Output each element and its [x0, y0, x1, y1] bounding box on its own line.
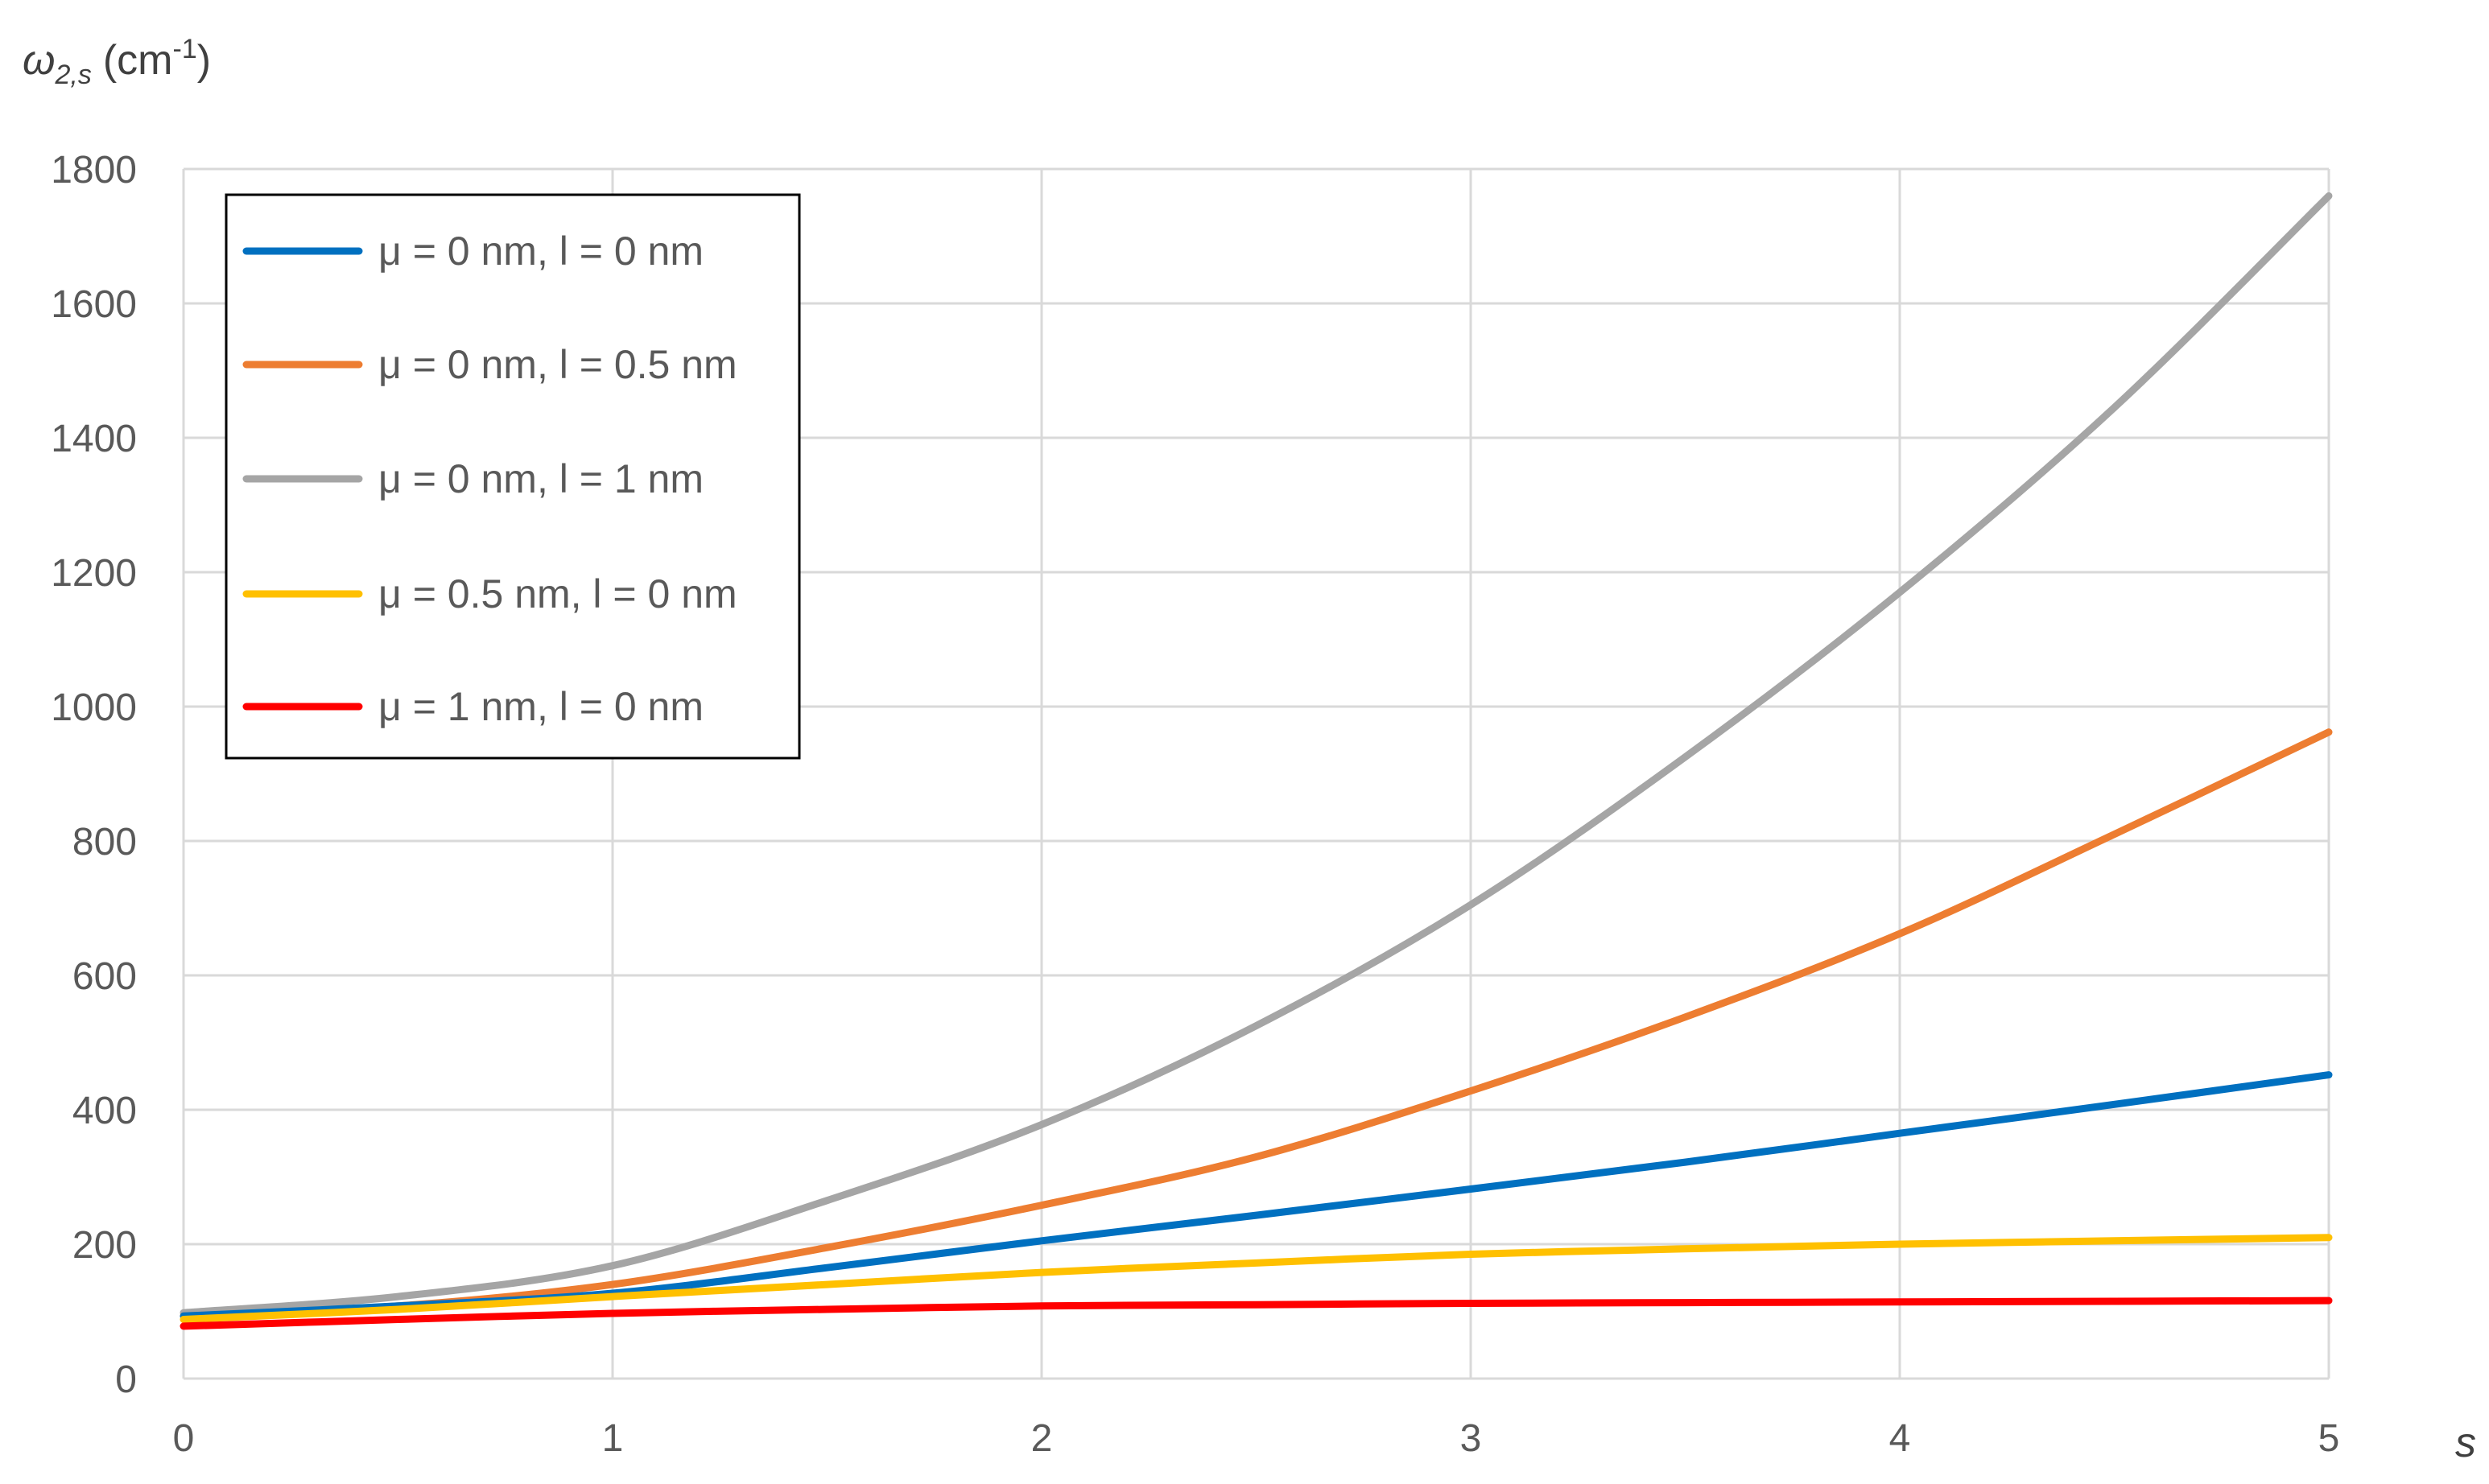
y-axis-subscript: 2,s [55, 60, 92, 90]
series-line-2 [180, 728, 2333, 1320]
y-axis-unit-suffix: ) [197, 37, 211, 84]
y-axis-title: ω2,s (cm-1) [23, 34, 211, 90]
y-axis-symbol: ω [23, 37, 56, 84]
y-tick-label: 1000 [51, 686, 137, 729]
x-tick-label: 1 [602, 1417, 624, 1460]
y-tick-label: 400 [72, 1090, 137, 1132]
legend-label: μ = 1 nm, l = 0 nm [378, 684, 704, 729]
y-tick-label: 600 [72, 955, 137, 998]
y-tick-label: 200 [72, 1224, 137, 1267]
y-tick-label: 1400 [51, 418, 137, 460]
x-tick-label: 2 [1031, 1417, 1053, 1460]
x-tick-label: 5 [2318, 1417, 2340, 1460]
legend-label: μ = 0 nm, l = 0.5 nm [378, 342, 737, 387]
y-tick-label: 0 [115, 1358, 137, 1401]
legend: μ = 0 nm, l = 0 nm μ = 0 nm, l = 0.5 nm μ … [225, 193, 801, 760]
y-tick-label: 1800 [51, 149, 137, 192]
y-tick-label: 800 [72, 821, 137, 864]
x-tick-label: 0 [173, 1417, 195, 1460]
y-axis-unit-exponent: -1 [173, 34, 197, 64]
series-lines [180, 192, 2333, 1330]
legend-label: μ = 0 nm, l = 0 nm [378, 229, 704, 274]
legend-items: μ = 0 nm, l = 0 nm μ = 0 nm, l = 0.5 nm μ … [242, 229, 737, 729]
y-tick-label: 1200 [51, 552, 137, 595]
series-line-1 [180, 1071, 2333, 1320]
series-line-5 [180, 1296, 2333, 1330]
series-line-4 [180, 1234, 2333, 1323]
x-tick-label: 4 [1889, 1417, 1911, 1460]
x-axis-title: s [2455, 1420, 2476, 1466]
tick-labels: 0 200 400 600 800 1000 1200 1400 1600 1800 0 1 2 3 4 5 [51, 149, 2339, 1460]
y-tick-label: 1600 [51, 283, 137, 326]
series-line-3 [180, 192, 2333, 1317]
legend-label: μ = 0 nm, l = 1 nm [378, 456, 704, 501]
legend-label: μ = 0.5 nm, l = 0 nm [378, 571, 737, 616]
x-tick-label: 3 [1460, 1417, 1482, 1460]
y-axis-unit-prefix: (cm [103, 37, 173, 84]
